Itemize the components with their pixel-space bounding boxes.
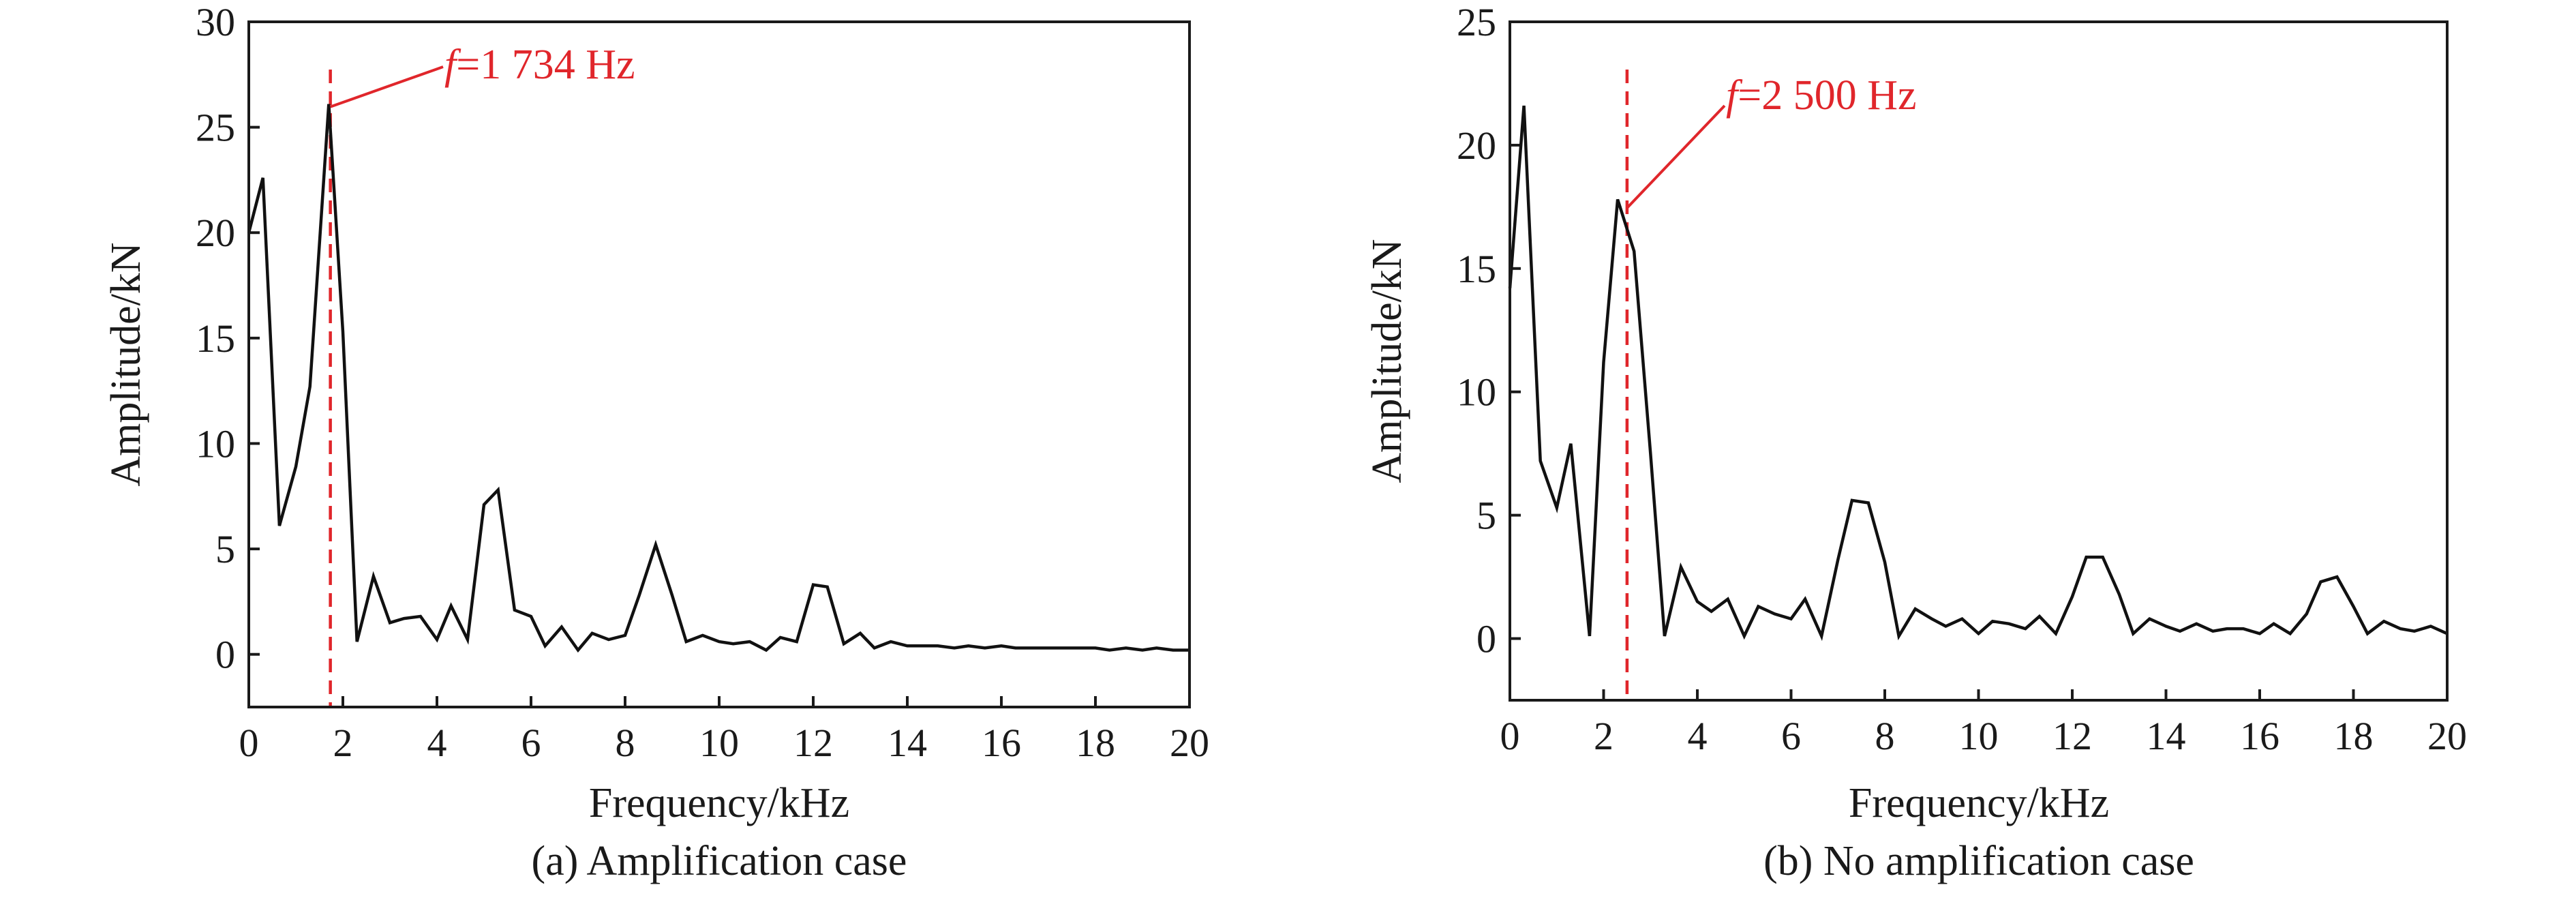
y-tick-label: 10 <box>1457 370 1496 415</box>
peak-frequency-annotation: f=2 500 Hz <box>1726 72 1917 119</box>
y-tick-label: 15 <box>1457 247 1496 291</box>
peak-frequency-annotation: f=1 734 Hz <box>444 42 635 88</box>
amplitude-spectrum-line <box>247 104 1189 653</box>
x-tick-label: 2 <box>1594 714 1613 758</box>
x-tick-label: 20 <box>1170 721 1209 765</box>
y-tick-label: 25 <box>1457 0 1496 44</box>
x-axis-title: Frequency/kHz <box>1849 780 2109 826</box>
x-axis-title: Frequency/kHz <box>589 780 849 826</box>
x-tick-label: 20 <box>2427 714 2467 758</box>
y-axis-title: Amplitude/kN <box>1364 239 1410 483</box>
amplitude-spectrum-line <box>1508 105 2448 642</box>
y-axis-title: Amplitude/kN <box>103 242 149 486</box>
x-tick-label: 18 <box>2334 714 2374 758</box>
y-tick-label: 0 <box>215 633 235 677</box>
plot-frame <box>247 20 1191 708</box>
x-tick-label: 12 <box>2052 714 2092 758</box>
x-tick-label: 4 <box>427 721 447 765</box>
tick-labels: 0 2 4 6 8 10 12 14 16 18 20 0 5 10 15 20 25 30 <box>196 0 1209 765</box>
x-tick-label: 16 <box>982 721 1021 765</box>
x-tick-label: 14 <box>888 721 927 765</box>
panel-no-amplification-case: 0 2 4 6 8 10 12 14 16 18 20 0 5 10 15 20 25 f=2 500 Hz F… <box>1364 0 2467 884</box>
y-tick-label: 0 <box>1476 617 1496 661</box>
y-tick-label: 20 <box>196 211 235 255</box>
y-tick-label: 25 <box>196 106 235 150</box>
x-tick-label: 8 <box>1875 714 1895 758</box>
x-tick-label: 14 <box>2147 714 2186 758</box>
panel-caption: (b) No amplification case <box>1763 838 2194 884</box>
x-tick-label: 0 <box>1500 714 1520 758</box>
y-tick-label: 15 <box>196 316 235 361</box>
x-tick-label: 6 <box>521 721 541 765</box>
y-tick-label: 10 <box>196 421 235 466</box>
plot-frame <box>1509 20 2449 702</box>
y-tick-label: 5 <box>1476 494 1496 538</box>
x-tick-label: 8 <box>616 721 635 765</box>
annotation-leader-line <box>1626 104 1726 209</box>
x-tick-label: 18 <box>1076 721 1115 765</box>
y-tick-label: 20 <box>1457 123 1496 168</box>
y-tick-label: 5 <box>215 527 235 571</box>
annotation-value: =1 734 Hz <box>456 42 635 88</box>
x-tick-label: 12 <box>793 721 833 765</box>
x-tick-label: 4 <box>1688 714 1708 758</box>
y-tick-label: 30 <box>196 0 235 44</box>
tick-labels: 0 2 4 6 8 10 12 14 16 18 20 0 5 10 15 20 25 <box>1457 0 2467 758</box>
annotation-leader-line <box>329 65 444 108</box>
x-tick-label: 10 <box>1959 714 1999 758</box>
annotation-value: =2 500 Hz <box>1738 72 1916 119</box>
x-tick-label: 2 <box>333 721 353 765</box>
x-tick-label: 16 <box>2240 714 2279 758</box>
x-tick-label: 0 <box>239 721 259 765</box>
panel-caption: (a) Amplification case <box>532 838 907 884</box>
x-tick-label: 6 <box>1781 714 1801 758</box>
x-tick-label: 10 <box>699 721 739 765</box>
panel-amplification-case: 0 2 4 6 8 10 12 14 16 18 20 0 5 10 15 20 25 30 f=1 734 Hz… <box>103 0 1209 884</box>
